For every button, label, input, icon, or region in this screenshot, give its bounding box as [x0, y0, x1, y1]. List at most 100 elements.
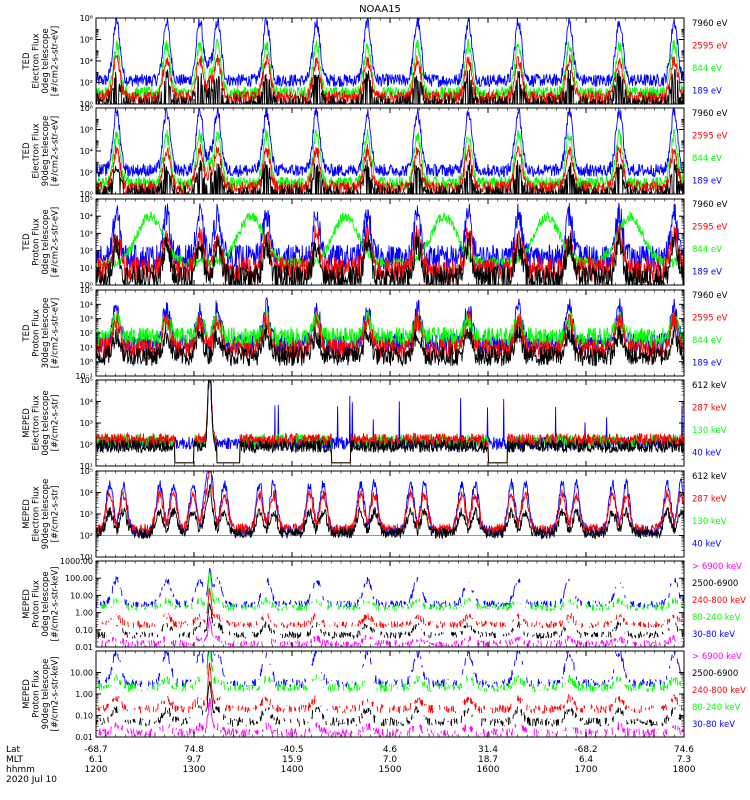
- orbit-hhmm-value: 1300: [183, 765, 206, 775]
- y-tick-label: 10¹: [80, 462, 93, 471]
- y-axis-label-line: Proton Flux: [31, 309, 41, 357]
- orbit-hhmm-value: 1400: [281, 765, 304, 775]
- panel-6-data: [96, 471, 684, 540]
- series-line-844-ev: [96, 310, 684, 349]
- y-tick-label: 1.00: [75, 690, 93, 699]
- y-tick-label: 10⁶: [80, 126, 93, 135]
- y-tick-label: 10⁵: [80, 195, 93, 204]
- orbit-lat-value: -68.7: [84, 745, 107, 755]
- y-tick-label: 10⁴: [80, 398, 93, 407]
- y-axis-label-line: [#/cm2-s-str]: [50, 486, 60, 543]
- legend-40-kev: 40 keV: [692, 449, 721, 459]
- panel-1: 10⁰ 10² 10⁴ 10⁶ 10⁸ TEDElectron Flux0deg tele…: [22, 14, 728, 109]
- y-tick-label: 0.10: [75, 712, 93, 721]
- legend-612-kev: 612 keV: [692, 472, 727, 482]
- panel-3: 10⁰ 10¹ 10² 10³ 10⁴ 10⁵ TEDProton Flux0deg tel…: [22, 195, 728, 290]
- y-axis-label-line: 0deg telescope: [41, 571, 51, 636]
- orbit-row-label-mlt: MLT: [6, 755, 24, 765]
- y-axis-label: MEPEDProton Flux90deg telescope[#/cm2-s-…: [22, 657, 61, 732]
- y-tick-label: 100.00: [65, 574, 93, 583]
- y-axis-label-line: 30deg telescope: [41, 298, 51, 369]
- series-line-80-240-kev: [100, 572, 684, 613]
- orbit-hhmm-value: 1500: [379, 765, 402, 775]
- panel-7-data: [96, 567, 684, 647]
- y-axis-label: TEDElectron Flux90deg telescope[#/cm2-s-…: [22, 116, 61, 187]
- y-tick-label: 10³: [80, 510, 93, 519]
- y-tick-label: 10⁰: [80, 190, 93, 199]
- y-axis-label-line: [#/cm2-s-str-eV]: [50, 116, 60, 186]
- y-tick-label: 10⁵: [80, 376, 93, 385]
- series-line-30-80-kev: [98, 651, 684, 688]
- orbit-lat-value: -40.5: [280, 745, 303, 755]
- orbit-mlt-value: 7.3: [677, 755, 691, 765]
- y-tick-label: 10⁰: [80, 281, 93, 290]
- orbit-mlt-value: 15.9: [282, 755, 302, 765]
- y-axis-label-line: [#/cm2-s-str-keV]: [50, 567, 60, 642]
- orbit-mlt-value: 9.7: [187, 755, 201, 765]
- y-axis-label: TEDElectron Flux0deg telescope[#/cm2-s-s…: [22, 26, 61, 96]
- legend-612-kev: 612 keV: [692, 381, 727, 391]
- y-axis-label-line: Electron Flux: [31, 486, 41, 541]
- orbit-mlt-value: 6.4: [579, 755, 594, 765]
- y-tick-label: 10²: [80, 247, 93, 256]
- panel-8-data: [96, 651, 684, 737]
- y-tick-label: 10⁴: [80, 57, 93, 66]
- y-axis-label: TEDProton Flux30deg telescope[#/cm2-s-st…: [22, 298, 61, 369]
- y-tick-label: 10⁰: [80, 100, 93, 109]
- panel-5: 10¹ 10² 10³ 10⁴ 10⁵ MEPEDElectron Flux0deg te…: [22, 376, 727, 471]
- y-tick-label: 0.01: [75, 733, 93, 742]
- y-axis-label-line: [#/cm2-s-str-eV]: [50, 207, 60, 277]
- legend-189-ev: 189 eV: [692, 87, 722, 97]
- legend-130-kev: 130 keV: [692, 426, 727, 436]
- legend-2595-ev: 2595 eV: [692, 223, 728, 233]
- legend--6900-kev: > 6900 keV: [692, 652, 742, 662]
- orbit-mlt-value: 6.1: [89, 755, 103, 765]
- panel-6: 10¹ 10² 10³ 10⁴ 10⁵ MEPEDElectron Flux90deg t…: [22, 467, 727, 562]
- legend-240-800-kev: 240-800 keV: [692, 686, 746, 696]
- y-axis-label-line: MEPED: [22, 499, 32, 529]
- y-tick-label: 0.01: [75, 643, 93, 652]
- orbit-hhmm-value: 1600: [477, 765, 500, 775]
- y-axis-label-line: [#/cm2-s-str-eV]: [50, 26, 60, 96]
- legend-844-ev: 844 eV: [692, 154, 722, 164]
- y-tick-label: 10³: [80, 229, 93, 238]
- legend-7960-ev: 7960 eV: [692, 109, 728, 119]
- y-axis-label-line: 0deg telescope: [41, 209, 51, 274]
- panel-6-frame: [95, 470, 685, 558]
- legend-80-240-kev: 80-240 keV: [692, 613, 741, 623]
- y-tick-label: 10⁸: [80, 104, 93, 113]
- orbit-hhmm-value: 1700: [575, 765, 598, 775]
- orbit-row-label-lat: Lat: [6, 745, 21, 755]
- legend-130-kev: 130 keV: [692, 517, 727, 527]
- y-axis-label-line: Electron Flux: [31, 123, 41, 178]
- y-axis-label-line: Electron Flux: [31, 395, 41, 450]
- series-line-130-kev: [96, 380, 684, 464]
- series-line-30-80-kev: [96, 567, 684, 609]
- legend-2500-6900: 2500-6900: [692, 669, 738, 679]
- panel-5-frame: [95, 379, 685, 467]
- series-line-287-kev: [96, 380, 684, 464]
- legend-240-800-kev: 240-800 keV: [692, 596, 746, 606]
- series-line-7960-ev: [96, 231, 684, 285]
- y-tick-label: 10.00: [70, 669, 93, 678]
- series-line-7960-ev: [96, 324, 684, 368]
- y-tick-label: 10.00: [70, 591, 93, 600]
- legend-844-ev: 844 eV: [692, 336, 722, 346]
- y-axis-label-line: 90deg telescope: [41, 116, 51, 187]
- y-tick-label: 10¹: [80, 553, 93, 562]
- series-line-844-ev: [96, 38, 684, 102]
- legend-844-ev: 844 eV: [692, 64, 722, 74]
- legend-7960-ev: 7960 eV: [692, 19, 728, 29]
- y-tick-label: 10²: [80, 441, 93, 450]
- legend-40-kev: 40 keV: [692, 540, 721, 550]
- y-axis-label-line: Electron Flux: [31, 33, 41, 88]
- y-tick-label: 10²: [80, 79, 93, 88]
- legend-844-ev: 844 eV: [692, 245, 722, 255]
- date-label: 2020 Jul 10: [6, 775, 57, 785]
- y-axis-label: TEDProton Flux0deg telescope[#/cm2-s-str…: [22, 207, 61, 277]
- y-axis-label-line: TED: [22, 233, 32, 252]
- y-tick-label: 1000.00: [60, 557, 93, 566]
- y-tick-label: 10⁶: [80, 36, 93, 45]
- series-line-240-800-kev: [96, 587, 684, 630]
